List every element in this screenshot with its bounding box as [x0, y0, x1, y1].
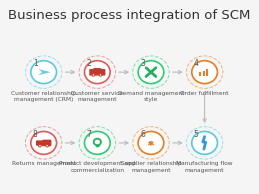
- Text: 1: 1: [33, 59, 38, 68]
- FancyBboxPatch shape: [36, 140, 44, 146]
- Text: Supplier relationship
management: Supplier relationship management: [121, 161, 181, 172]
- Text: 7: 7: [87, 130, 91, 139]
- Text: 3: 3: [140, 59, 145, 68]
- Circle shape: [38, 145, 41, 147]
- Bar: [206, 69, 208, 76]
- FancyBboxPatch shape: [89, 69, 105, 76]
- Text: 5: 5: [194, 130, 199, 139]
- Text: 4: 4: [194, 59, 199, 68]
- Circle shape: [92, 74, 95, 76]
- Text: Customer relationship
management (CRM): Customer relationship management (CRM): [11, 91, 76, 102]
- Circle shape: [84, 132, 110, 154]
- Text: Demand management
style: Demand management style: [118, 91, 184, 102]
- Text: Manufacturing flow
management: Manufacturing flow management: [176, 161, 233, 172]
- Circle shape: [192, 61, 218, 84]
- Text: Business process integration of SCM: Business process integration of SCM: [8, 9, 251, 22]
- Polygon shape: [38, 69, 51, 75]
- Circle shape: [46, 145, 49, 147]
- FancyBboxPatch shape: [42, 140, 51, 146]
- Text: Order fulfillment: Order fulfillment: [180, 91, 229, 96]
- Circle shape: [138, 132, 164, 154]
- Circle shape: [31, 61, 56, 84]
- Text: Product development and
commercialization: Product development and commercializatio…: [59, 161, 135, 172]
- Text: 2: 2: [87, 59, 91, 68]
- Text: Returns management: Returns management: [12, 161, 76, 166]
- Bar: [203, 71, 205, 76]
- FancyBboxPatch shape: [93, 68, 102, 73]
- Text: Customer service
management: Customer service management: [71, 91, 123, 102]
- Circle shape: [99, 74, 102, 76]
- Text: 6: 6: [140, 130, 145, 139]
- Text: 8: 8: [33, 130, 38, 139]
- Bar: [199, 73, 202, 76]
- Circle shape: [192, 132, 218, 154]
- Circle shape: [138, 61, 164, 84]
- Circle shape: [84, 61, 110, 84]
- Circle shape: [31, 132, 56, 154]
